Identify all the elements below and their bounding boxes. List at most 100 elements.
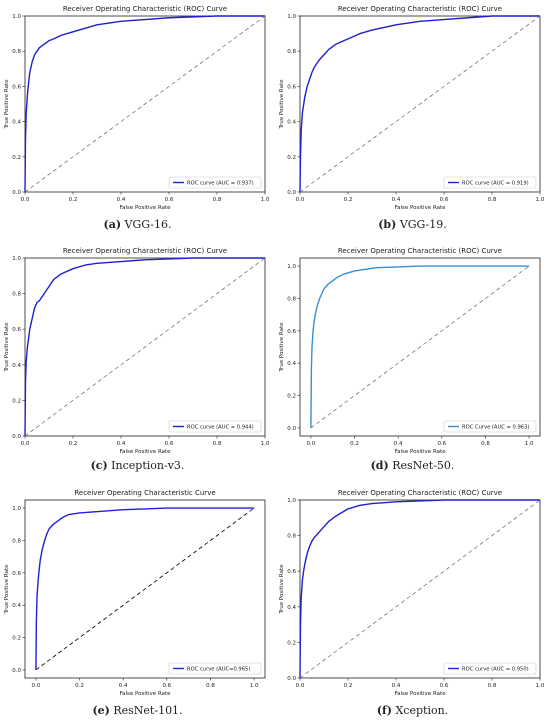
caption-a: (a) VGG-16. <box>0 218 275 231</box>
x-tick-label: 0.2 <box>69 197 78 203</box>
legend-box <box>168 662 262 675</box>
y-axis-label: True Positive Rate <box>4 79 10 130</box>
caption-letter: (c) <box>90 459 108 472</box>
y-tick-label: 0.2 <box>12 155 21 161</box>
legend-label: ROC curve (AUC=0.965) <box>187 667 250 673</box>
roc-curve-line <box>35 507 255 670</box>
y-tick-label: 0.0 <box>12 434 21 440</box>
y-tick-label: 0.8 <box>287 296 296 302</box>
caption-letter: (f) <box>376 704 392 717</box>
y-tick-label: 0.0 <box>12 190 21 196</box>
x-tick-label: 1.0 <box>250 683 259 689</box>
chance-diagonal-line <box>299 499 541 679</box>
y-tick-label: 1.0 <box>287 14 296 20</box>
x-axis-label: False Positive Rate <box>394 691 446 696</box>
caption-text: VGG-16. <box>121 218 172 231</box>
y-tick-label: 0.0 <box>287 676 296 682</box>
y-tick-label: 0.2 <box>287 155 296 161</box>
roc-panel-b: Receiver Operating Characteristic (ROC) … <box>275 0 550 210</box>
legend-box <box>443 420 537 433</box>
chance-diagonal-line <box>310 265 530 429</box>
y-tick-label: 0.8 <box>287 49 296 55</box>
roc-panel-a: Receiver Operating Characteristic (ROC) … <box>0 0 275 210</box>
y-tick-label: 1.0 <box>12 256 21 262</box>
x-tick-label: 0.6 <box>440 197 449 203</box>
x-axis-label: False Positive Rate <box>394 205 446 210</box>
x-tick-label: 0.8 <box>488 683 497 689</box>
x-tick-label: 0.4 <box>117 197 126 203</box>
y-axis-label: True Positive Rate <box>279 79 285 130</box>
caption-text: Xception. <box>391 704 449 717</box>
x-tick-label: 0.0 <box>296 197 305 203</box>
x-tick-label: 0.6 <box>162 683 171 689</box>
caption-b: (b) VGG-19. <box>275 218 550 231</box>
y-axis-label: True Positive Rate <box>279 564 285 615</box>
y-tick-label: 0.6 <box>287 329 296 335</box>
x-axis-label: False Positive Rate <box>119 205 171 210</box>
legend-box <box>168 176 262 189</box>
y-tick-label: 0.4 <box>12 363 21 369</box>
x-tick-label: 0.0 <box>21 197 30 203</box>
roc-panel-d: Receiver Operating Characteristic (ROC) … <box>275 244 550 454</box>
caption-e: (e) ResNet-101. <box>0 704 275 717</box>
y-tick-label: 0.0 <box>12 668 21 674</box>
x-tick-label: 0.2 <box>344 683 353 689</box>
caption-text: VGG-19. <box>396 218 447 231</box>
legend-label: ROC curve (AUC = 0.950) <box>462 667 529 673</box>
chart-title: Receiver Operating Characteristic Curve <box>74 489 215 497</box>
legend-label: ROC curve (AUC = 0.944) <box>187 425 254 431</box>
x-tick-label: 0.4 <box>392 683 401 689</box>
caption-c: (c) Inception-v3. <box>0 459 275 472</box>
roc-curve-line <box>24 15 265 193</box>
y-tick-label: 0.2 <box>287 640 296 646</box>
chart-title: Receiver Operating Characteristic (ROC) … <box>63 247 227 255</box>
x-tick-label: 0.8 <box>213 197 222 203</box>
x-tick-label: 0.6 <box>437 441 446 447</box>
y-tick-label: 0.2 <box>287 394 296 400</box>
y-tick-label: 0.6 <box>12 327 21 333</box>
y-tick-label: 0.4 <box>287 361 296 367</box>
roc-curve-line <box>299 15 540 193</box>
x-axis-label: False Positive Rate <box>119 691 171 696</box>
y-tick-label: 1.0 <box>12 506 21 512</box>
plot-frame <box>299 257 541 437</box>
chance-diagonal-line <box>24 257 266 437</box>
caption-letter: (e) <box>92 704 110 717</box>
roc-curve-line <box>24 257 265 437</box>
y-axis-label: True Positive Rate <box>4 564 10 615</box>
plot-frame <box>299 15 541 193</box>
plot-frame <box>24 499 266 679</box>
chance-diagonal-line <box>24 15 266 193</box>
y-axis-label: True Positive Rate <box>279 322 285 373</box>
y-tick-label: 0.6 <box>287 84 296 90</box>
y-tick-label: 0.6 <box>287 569 296 575</box>
chance-diagonal-line <box>299 15 541 193</box>
y-tick-label: 0.0 <box>287 190 296 196</box>
y-tick-label: 1.0 <box>287 264 296 270</box>
chart-title: Receiver Operating Characteristic (ROC) … <box>63 5 227 13</box>
y-tick-label: 0.8 <box>287 534 296 540</box>
legend-box <box>168 420 262 433</box>
x-tick-label: 0.8 <box>213 441 222 447</box>
roc-panel-e: Receiver Operating Characteristic Curve 0… <box>0 484 275 696</box>
x-tick-label: 0.8 <box>488 197 497 203</box>
x-tick-label: 1.0 <box>261 441 270 447</box>
x-tick-label: 0.4 <box>392 197 401 203</box>
y-tick-label: 0.8 <box>12 538 21 544</box>
caption-letter: (d) <box>370 459 389 472</box>
y-tick-label: 0.2 <box>12 636 21 642</box>
x-tick-label: 0.4 <box>119 683 128 689</box>
x-tick-label: 0.0 <box>21 441 30 447</box>
roc-chart-vgg16: Receiver Operating Characteristic (ROC) … <box>4 5 270 210</box>
chart-title: Receiver Operating Characteristic (ROC) … <box>338 5 502 13</box>
roc-curve-line <box>310 265 530 428</box>
legend-box <box>443 176 537 189</box>
plot-frame <box>299 499 541 679</box>
roc-chart-xception: Receiver Operating Characteristic (ROC) … <box>279 489 545 696</box>
x-axis-label: False Positive Rate <box>394 449 446 454</box>
x-tick-label: 1.0 <box>525 441 534 447</box>
plot-frame <box>24 15 266 193</box>
roc-panel-c: Receiver Operating Characteristic (ROC) … <box>0 244 275 454</box>
x-tick-label: 1.0 <box>536 683 545 689</box>
roc-panel-f: Receiver Operating Characteristic (ROC) … <box>275 484 550 696</box>
